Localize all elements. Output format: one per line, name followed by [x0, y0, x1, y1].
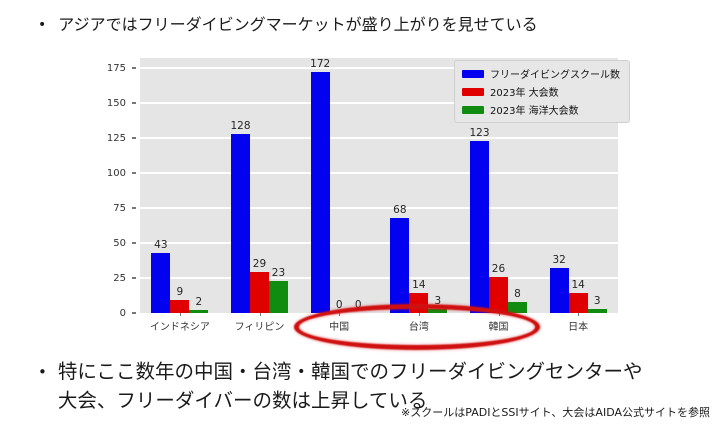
bullet-bottom-text: 特にここ数年の中国・台湾・韓国でのフリーダイビングセンターや 大会、フリーダイバ… — [58, 358, 643, 415]
y-gridline — [140, 206, 618, 209]
legend-swatch — [462, 87, 484, 96]
x-tick-mark — [179, 313, 181, 316]
x-tick-mark — [578, 313, 580, 316]
legend-item: フリーダイビングスクール数 — [462, 66, 620, 81]
bar-competitions: 14 — [568, 279, 588, 313]
legend-label: フリーダイビングスクール数 — [490, 70, 620, 81]
bar-ocean-competitions: 3 — [587, 295, 607, 313]
bar-value-label: 29 — [252, 258, 267, 271]
bar-ocean-competitions: 23 — [268, 267, 288, 313]
legend-swatch — [462, 69, 484, 78]
bar-value-label: 128 — [230, 119, 251, 132]
bar-value-label: 43 — [154, 238, 168, 251]
x-tick-label: インドネシア — [149, 322, 210, 333]
legend-item: 2023年 大会数 — [462, 84, 620, 99]
bar-group: 43 9 2 — [140, 58, 220, 313]
bar-value-label: 3 — [593, 294, 601, 307]
bullet-bottom-line1: 特にここ数年の中国・台湾・韓国でのフリーダイビングセンターや — [57, 360, 643, 383]
y-gridline — [140, 136, 618, 139]
y-tick-mark — [132, 241, 136, 244]
y-tick-label: 25 — [113, 272, 126, 284]
bar-value-label: 8 — [514, 287, 521, 300]
y-gridline — [140, 241, 618, 244]
y-tick-mark — [132, 101, 136, 104]
bullet-bottom-line2: 大会、フリーダイバーの数は上昇している — [57, 388, 428, 412]
legend-label: 2023年 海洋大会数 — [490, 106, 579, 117]
y-tick-label: 125 — [106, 132, 126, 144]
y-tick-mark — [132, 136, 136, 139]
bar-value-label: 9 — [176, 286, 184, 299]
legend-swatch — [462, 105, 484, 114]
chart-plot-area: 43 9 2 128 29 23 172 0 0 68 14 3 123 26 8 32 14 3 — [140, 58, 618, 313]
legend-label: 2023年 大会数 — [490, 88, 559, 99]
bar-value-label: 0 — [354, 299, 362, 311]
y-tick-mark — [132, 171, 136, 174]
highlight-ellipse — [294, 304, 540, 350]
bar-value-label: 14 — [571, 279, 585, 292]
y-gridline — [140, 171, 618, 174]
bullet-marker: • — [38, 17, 47, 33]
y-tick-label: 150 — [106, 97, 126, 109]
bullet-item-top: • アジアではフリーダイビングマーケットが盛り上がりを見せている — [38, 14, 538, 36]
chart-legend: フリーダイビングスクール数 2023年 大会数 2023年 海洋大会数 — [454, 60, 630, 123]
x-tick-label: フィリピン — [234, 322, 285, 333]
bullet-top-text: アジアではフリーダイビングマーケットが盛り上がりを見せている — [58, 15, 538, 34]
bar-competitions: 26 — [488, 263, 508, 313]
bar-group: 32 14 3 — [538, 58, 618, 313]
y-tick-label: 50 — [113, 237, 126, 249]
y-tick-mark — [132, 66, 136, 69]
bar-value-label: 3 — [434, 294, 442, 307]
bar-ocean-competitions: 8 — [507, 288, 527, 313]
bullet-item-bottom: • 特にここ数年の中国・台湾・韓国でのフリーダイビングセンターや 大会、フリーダ… — [38, 358, 642, 415]
bar-value-label: 14 — [412, 279, 426, 292]
bar-group: 172 0 0 — [299, 58, 379, 313]
bar-value-label: 172 — [310, 58, 331, 71]
bar-value-label: 2 — [195, 296, 203, 309]
bullet-marker: • — [38, 363, 47, 381]
bar-group: 123 26 8 — [459, 58, 539, 313]
bar-group: 68 14 3 — [379, 58, 459, 313]
x-tick-mark — [259, 313, 261, 316]
bar-schools: 172 — [310, 58, 330, 313]
bar-schools: 32 — [549, 254, 569, 313]
bar-value-label: 32 — [552, 254, 566, 267]
bar-competitions: 9 — [170, 286, 190, 313]
bar-value-label: 68 — [393, 203, 407, 216]
bar-value-label: 23 — [271, 266, 286, 279]
y-gridline — [140, 276, 618, 279]
source-footnote: ※スクールはPADIとSSIサイト、大会はAIDA公式サイトを参照 — [401, 406, 710, 419]
y-tick-label: 175 — [106, 62, 126, 74]
y-tick-label: 75 — [113, 202, 126, 214]
y-tick-label: 0 — [119, 308, 126, 319]
bar-value-label: 26 — [491, 262, 506, 275]
y-axis: 0 25 50 75 100 125 150 175 — [0, 58, 136, 319]
y-tick-label: 100 — [106, 167, 126, 179]
bar-schools: 43 — [151, 239, 171, 313]
bar-value-label: 123 — [469, 126, 490, 139]
y-tick-mark — [132, 312, 136, 314]
y-gridline — [140, 101, 618, 104]
bar-schools: 128 — [230, 120, 251, 313]
y-tick-mark — [132, 206, 136, 209]
x-tick-label: 日本 — [568, 322, 589, 333]
bar-competitions: 29 — [249, 258, 269, 313]
bar-value-label: 0 — [335, 299, 343, 311]
bar-schools: 123 — [469, 127, 490, 313]
y-tick-mark — [132, 276, 136, 279]
y-gridline — [140, 66, 618, 69]
bar-group: 128 29 23 — [220, 58, 300, 313]
bar-schools: 68 — [390, 204, 410, 313]
bar-ocean-competitions: 2 — [189, 296, 209, 313]
legend-item: 2023年 海洋大会数 — [462, 102, 620, 117]
